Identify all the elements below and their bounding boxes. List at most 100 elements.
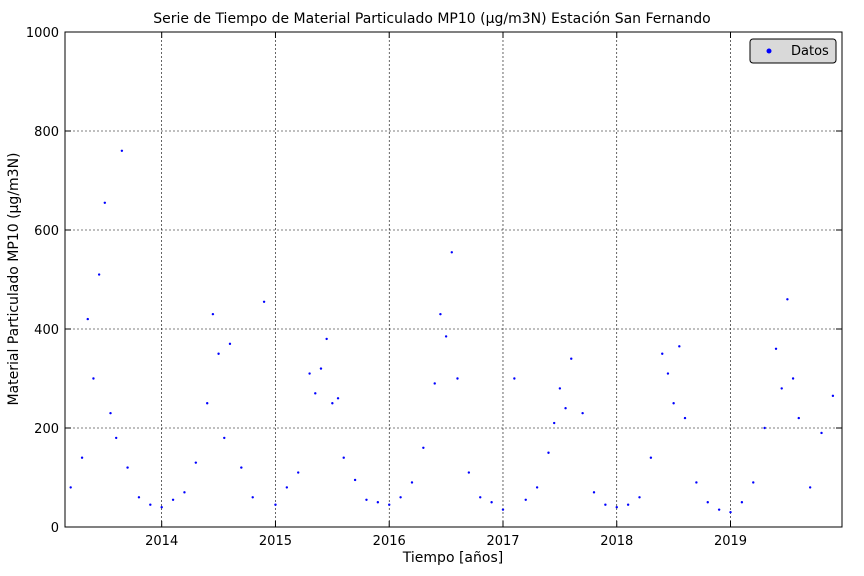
- data-point: [683, 416, 687, 420]
- data-point: [564, 407, 567, 410]
- plot-frame: [64, 31, 843, 528]
- data-point: [228, 342, 232, 346]
- legend-box: [749, 38, 837, 64]
- data-point: [69, 486, 72, 489]
- data-point: [342, 456, 345, 459]
- data-point: [717, 508, 721, 511]
- data-point: [217, 352, 220, 355]
- data-point: [137, 496, 141, 499]
- data-point: [678, 345, 681, 348]
- data-point: [604, 503, 607, 506]
- x-tick-labels: 2014 2015 2016 2017 2018 2019: [145, 534, 747, 549]
- y-tick-label: 200: [34, 422, 59, 437]
- y-tick-label: 600: [34, 224, 59, 239]
- data-point: [752, 481, 755, 484]
- data-point: [365, 498, 368, 501]
- data-point: [439, 312, 442, 316]
- data-point: [786, 298, 789, 301]
- data-point: [331, 402, 334, 405]
- data-point: [206, 402, 209, 405]
- data-point: [456, 377, 459, 380]
- data-point: [774, 347, 778, 350]
- data-point: [797, 416, 800, 420]
- y-tick-label: 1000: [26, 26, 59, 41]
- data-point: [297, 471, 300, 474]
- data-point: [615, 506, 618, 509]
- data-point: [308, 372, 311, 375]
- data-point: [780, 387, 783, 390]
- data-point: [92, 377, 95, 380]
- data-point: [240, 466, 243, 469]
- data-point: [399, 496, 402, 499]
- data-point: [467, 471, 471, 474]
- data-point: [336, 397, 340, 400]
- data-point: [808, 486, 812, 489]
- data-point: [729, 510, 732, 514]
- legend-marker: [766, 48, 772, 54]
- data-point: [791, 377, 795, 380]
- data-point: [114, 436, 118, 440]
- data-point: [450, 251, 453, 254]
- data-points: [69, 149, 835, 514]
- data-point: [672, 402, 675, 405]
- x-axis-label: Tiempo [años]: [402, 550, 503, 566]
- data-point: [570, 357, 573, 360]
- data-point: [706, 501, 709, 504]
- data-point: [262, 300, 266, 303]
- data-point: [422, 446, 425, 449]
- data-point: [126, 466, 129, 469]
- data-point: [638, 496, 641, 499]
- data-point: [319, 367, 323, 370]
- data-point: [388, 503, 391, 506]
- data-point: [410, 481, 414, 484]
- data-point: [479, 496, 482, 499]
- grid-lines: [65, 32, 842, 527]
- data-point: [97, 273, 101, 276]
- data-point: [661, 352, 664, 355]
- y-tick-label: 800: [34, 125, 59, 140]
- data-point: [86, 317, 89, 321]
- data-point: [183, 491, 186, 494]
- data-point: [666, 372, 670, 375]
- data-point: [274, 503, 277, 506]
- y-tick-label: 400: [34, 323, 59, 338]
- data-point: [325, 337, 328, 341]
- data-point: [547, 451, 550, 454]
- data-point: [513, 377, 516, 380]
- data-point: [552, 421, 556, 425]
- data-point: [120, 149, 124, 152]
- data-point: [535, 486, 539, 489]
- data-point: [80, 456, 84, 459]
- chart-title: Serie de Tiempo de Material Particulado …: [153, 11, 710, 27]
- data-point: [501, 508, 505, 511]
- x-tick-label: 2014: [145, 534, 178, 549]
- data-point: [109, 411, 112, 415]
- data-point: [314, 392, 317, 395]
- data-point: [626, 503, 630, 506]
- data-point: [285, 486, 289, 489]
- data-point: [444, 335, 448, 338]
- axis-ticks: [65, 31, 842, 528]
- data-point: [223, 436, 226, 440]
- data-point: [740, 501, 744, 504]
- y-tick-labels: 0 200 400 600 800 1000: [26, 26, 59, 536]
- data-point: [820, 431, 823, 435]
- data-point: [160, 506, 163, 509]
- data-point: [763, 426, 766, 430]
- data-point: [524, 498, 527, 501]
- data-point: [433, 382, 436, 385]
- data-point: [831, 394, 835, 398]
- y-tick-label: 0: [51, 521, 59, 536]
- data-point: [649, 456, 653, 459]
- data-point: [592, 491, 596, 494]
- data-point: [194, 461, 198, 464]
- data-point: [211, 312, 215, 316]
- legend-label: Datos: [791, 44, 829, 59]
- data-point: [695, 481, 698, 484]
- data-point: [581, 411, 584, 415]
- x-tick-label: 2016: [373, 534, 406, 549]
- data-point: [558, 387, 562, 390]
- x-tick-label: 2018: [600, 534, 633, 549]
- x-tick-label: 2019: [714, 534, 747, 549]
